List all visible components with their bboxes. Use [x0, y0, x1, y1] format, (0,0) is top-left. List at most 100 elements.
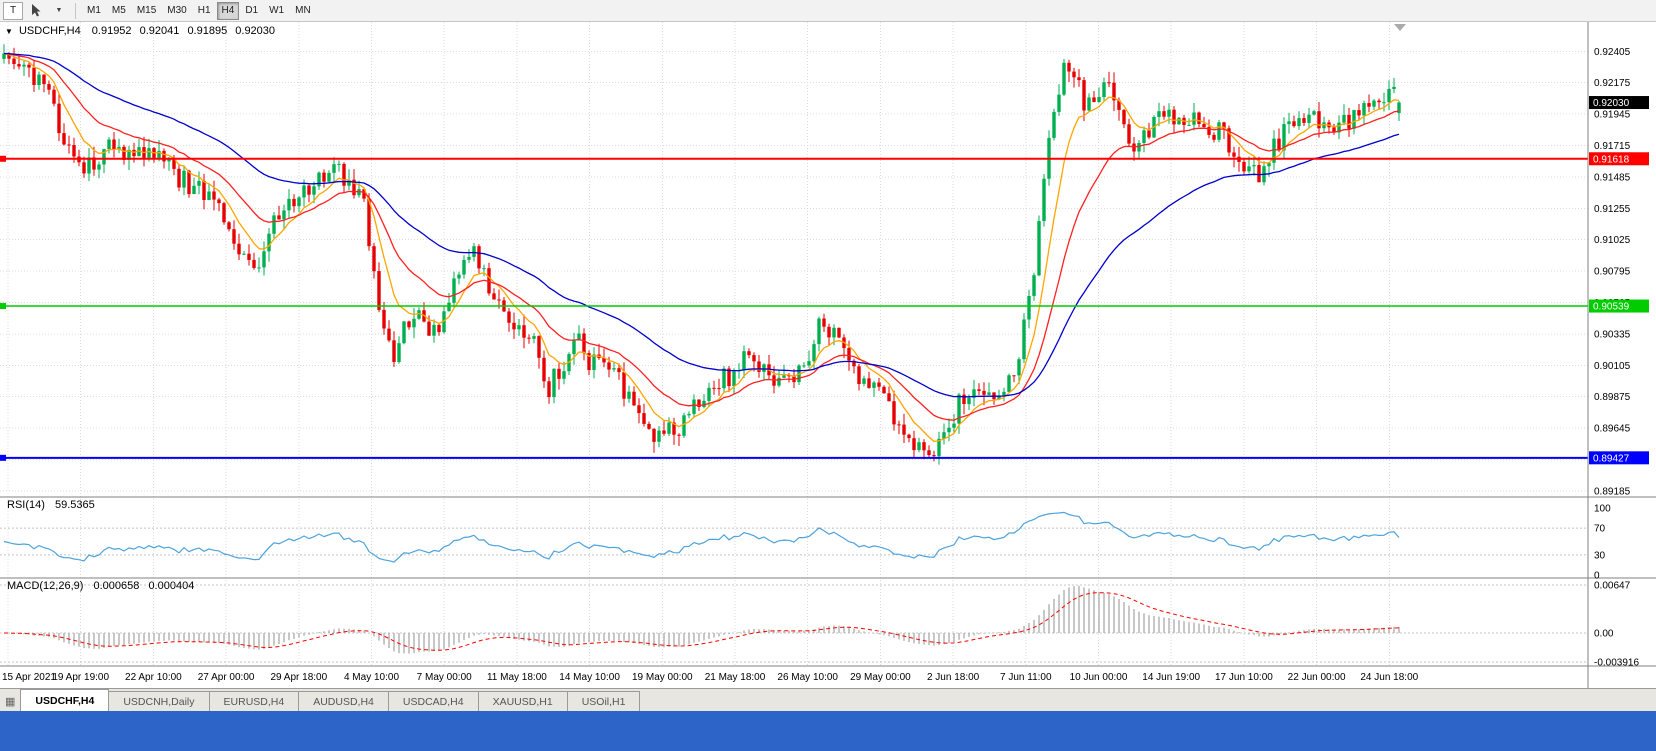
- rsi-line: [3, 511, 1400, 563]
- timeframe-button-h1[interactable]: H1: [197, 5, 211, 16]
- chart-tab-bar: ▦ USDCHF,H4 USDCNH,Daily EURUSD,H4 AUDUSD,H…: [0, 688, 1656, 711]
- level-price-badge: 0.91618: [1589, 152, 1649, 166]
- chart-tab-usdcnh[interactable]: USDCNH,Daily: [108, 691, 210, 711]
- macd-main-value: 0.000658: [93, 580, 140, 592]
- rsi-value: 59.5365: [54, 499, 95, 511]
- ohlc-close: 0.92030: [235, 25, 276, 37]
- rsi-axis-label: 70: [1594, 524, 1606, 535]
- macd-axis-label: -0.003916: [1594, 658, 1639, 669]
- price-axis-label: 0.91255: [1594, 204, 1631, 215]
- chart-tab-xauusd[interactable]: XAUUSD,H1: [477, 691, 568, 711]
- price-axis-label: 0.91485: [1594, 172, 1631, 183]
- time-axis-label: 21 May 18:00: [705, 672, 766, 683]
- rsi-axis-label: 0: [1594, 571, 1600, 582]
- rsi-axis-label: 100: [1594, 504, 1611, 515]
- current-price-badge: 0.92030: [1589, 96, 1649, 110]
- time-axis-label: 22 Apr 10:00: [125, 672, 182, 683]
- time-axis-label: 26 May 10:00: [777, 672, 838, 683]
- chart-tab-audusd[interactable]: AUDUSD,H4: [298, 691, 389, 711]
- ohlc-open: 0.91952: [91, 25, 132, 37]
- ohlc-low: 0.91895: [187, 25, 228, 37]
- timeframe-button-m1[interactable]: M1: [87, 5, 101, 16]
- timeframe-group: M1 M5 M15 M30 H1 H4 D1 W1 MN: [82, 1, 316, 20]
- timeframe-button-d1[interactable]: D1: [245, 5, 259, 16]
- time-axis-label: 14 May 10:00: [559, 672, 620, 683]
- timeframe-button-m5[interactable]: M5: [111, 5, 126, 16]
- levels-layer[interactable]: [0, 155, 1588, 461]
- svg-text:0.90539: 0.90539: [1593, 302, 1630, 313]
- time-axis-label: 7 May 00:00: [417, 672, 472, 683]
- chart-tab-usdchf[interactable]: USDCHF,H4: [20, 689, 110, 711]
- timeframe-button-mn[interactable]: MN: [295, 5, 311, 16]
- timeframe-button-h4[interactable]: H4: [216, 1, 240, 20]
- time-axis-label: 11 May 18:00: [487, 672, 547, 683]
- svg-text:0.89427: 0.89427: [1593, 453, 1630, 464]
- chevron-down-icon: ▼: [55, 7, 63, 14]
- price-axis-label: 0.90105: [1594, 361, 1631, 372]
- chart-template-button[interactable]: T: [3, 1, 23, 20]
- time-axis-label: 14 Jun 19:00: [1142, 672, 1200, 683]
- toolbar-separator: [75, 2, 76, 19]
- price-axis-label: 0.89645: [1594, 424, 1631, 435]
- price-axis-label: 0.91715: [1594, 141, 1631, 152]
- svg-text:0.92030: 0.92030: [1593, 98, 1630, 109]
- macd-name: MACD(12,26,9): [7, 580, 84, 592]
- hline-left-marker: [0, 303, 6, 310]
- tabs-container: USDCHF,H4 USDCNH,Daily EURUSD,H4 AUDUSD,H4 U…: [20, 689, 641, 711]
- ma-50-line: [3, 52, 1400, 398]
- macd-label: MACD(12,26,9) 0.000658 0.000404: [7, 580, 194, 592]
- price-axis-label: 0.90335: [1594, 329, 1631, 340]
- toolbar: T ▼ M1 M5 M15 M30 H1 H4 D1 W1 MN: [0, 0, 1656, 22]
- price-axis[interactable]: 0.92405 0.92175 0.91945 0.91715 0.91485 0.912…: [1589, 47, 1649, 669]
- price-axis-label: 0.89185: [1594, 486, 1631, 497]
- window-list-icon[interactable]: ▦: [5, 696, 16, 708]
- macd-signal-value: 0.000404: [148, 580, 195, 592]
- timeframe-button-m30[interactable]: M30: [167, 5, 187, 16]
- time-axis-label: 17 Jun 10:00: [1215, 672, 1273, 683]
- time-axis-label: 2 Jun 18:00: [927, 672, 980, 683]
- price-axis-label: 0.92405: [1594, 47, 1631, 58]
- time-axis-label: 29 Apr 18:00: [270, 672, 327, 683]
- time-axis-label: 24 Jun 18:00: [1360, 672, 1418, 683]
- time-axis-label: 27 Apr 00:00: [198, 672, 255, 683]
- chart-tab-usoil[interactable]: USOil,H1: [566, 691, 641, 711]
- price-axis-label: 0.92175: [1594, 78, 1631, 89]
- chart-title: ▼ USDCHF,H4 0.91952 0.92041 0.91895 0.92…: [5, 25, 275, 37]
- rsi-label: RSI(14) 59.5365: [7, 499, 95, 511]
- indicator-expander-icon[interactable]: ▼: [5, 27, 13, 36]
- price-axis-label: 0.91945: [1594, 110, 1631, 121]
- time-axis-label: 15 Apr 2021: [2, 672, 56, 683]
- ma-20-line: [3, 52, 1400, 421]
- chart-tab-eurusd[interactable]: EURUSD,H4: [208, 691, 300, 711]
- cursor-tool-button[interactable]: [25, 2, 47, 20]
- price-axis-label: 0.91025: [1594, 235, 1631, 246]
- price-axis-label: 0.90795: [1594, 267, 1631, 278]
- level-price-badge: 0.89427: [1589, 451, 1649, 465]
- svg-text:0.91618: 0.91618: [1593, 154, 1630, 165]
- tool-dropdown-button[interactable]: ▼: [49, 2, 69, 20]
- candles-layer: [2, 44, 1401, 465]
- time-axis-label: 7 Jun 11:00: [1000, 672, 1052, 683]
- macd-histogram: [8, 585, 1400, 654]
- level-price-badge: 0.90539: [1589, 299, 1649, 313]
- price-axis-label: 0.89875: [1594, 392, 1631, 403]
- rsi-axis-label: 30: [1594, 550, 1606, 561]
- timeframe-button-m15[interactable]: M15: [136, 5, 157, 16]
- time-axis-label: 10 Jun 00:00: [1070, 672, 1128, 683]
- time-axis-label: 22 Jun 00:00: [1288, 672, 1346, 683]
- time-axis-label: 19 Apr 19:00: [52, 672, 109, 683]
- ohlc-high: 0.92041: [139, 25, 180, 37]
- chart-shift-marker[interactable]: [1394, 24, 1406, 31]
- macd-signal-line: [4, 592, 1400, 651]
- hline-left-marker: [0, 454, 6, 461]
- time-axis-label: 4 May 10:00: [344, 672, 399, 683]
- chart-tab-usdcad[interactable]: USDCAD,H4: [387, 691, 479, 711]
- symbol-timeframe-label: USDCHF,H4: [18, 25, 81, 37]
- hline-left-marker: [0, 155, 6, 162]
- timeframe-button-w1[interactable]: W1: [269, 5, 285, 16]
- taskbar-strip: [0, 711, 1656, 751]
- macd-axis-label: 0.00647: [1594, 580, 1631, 591]
